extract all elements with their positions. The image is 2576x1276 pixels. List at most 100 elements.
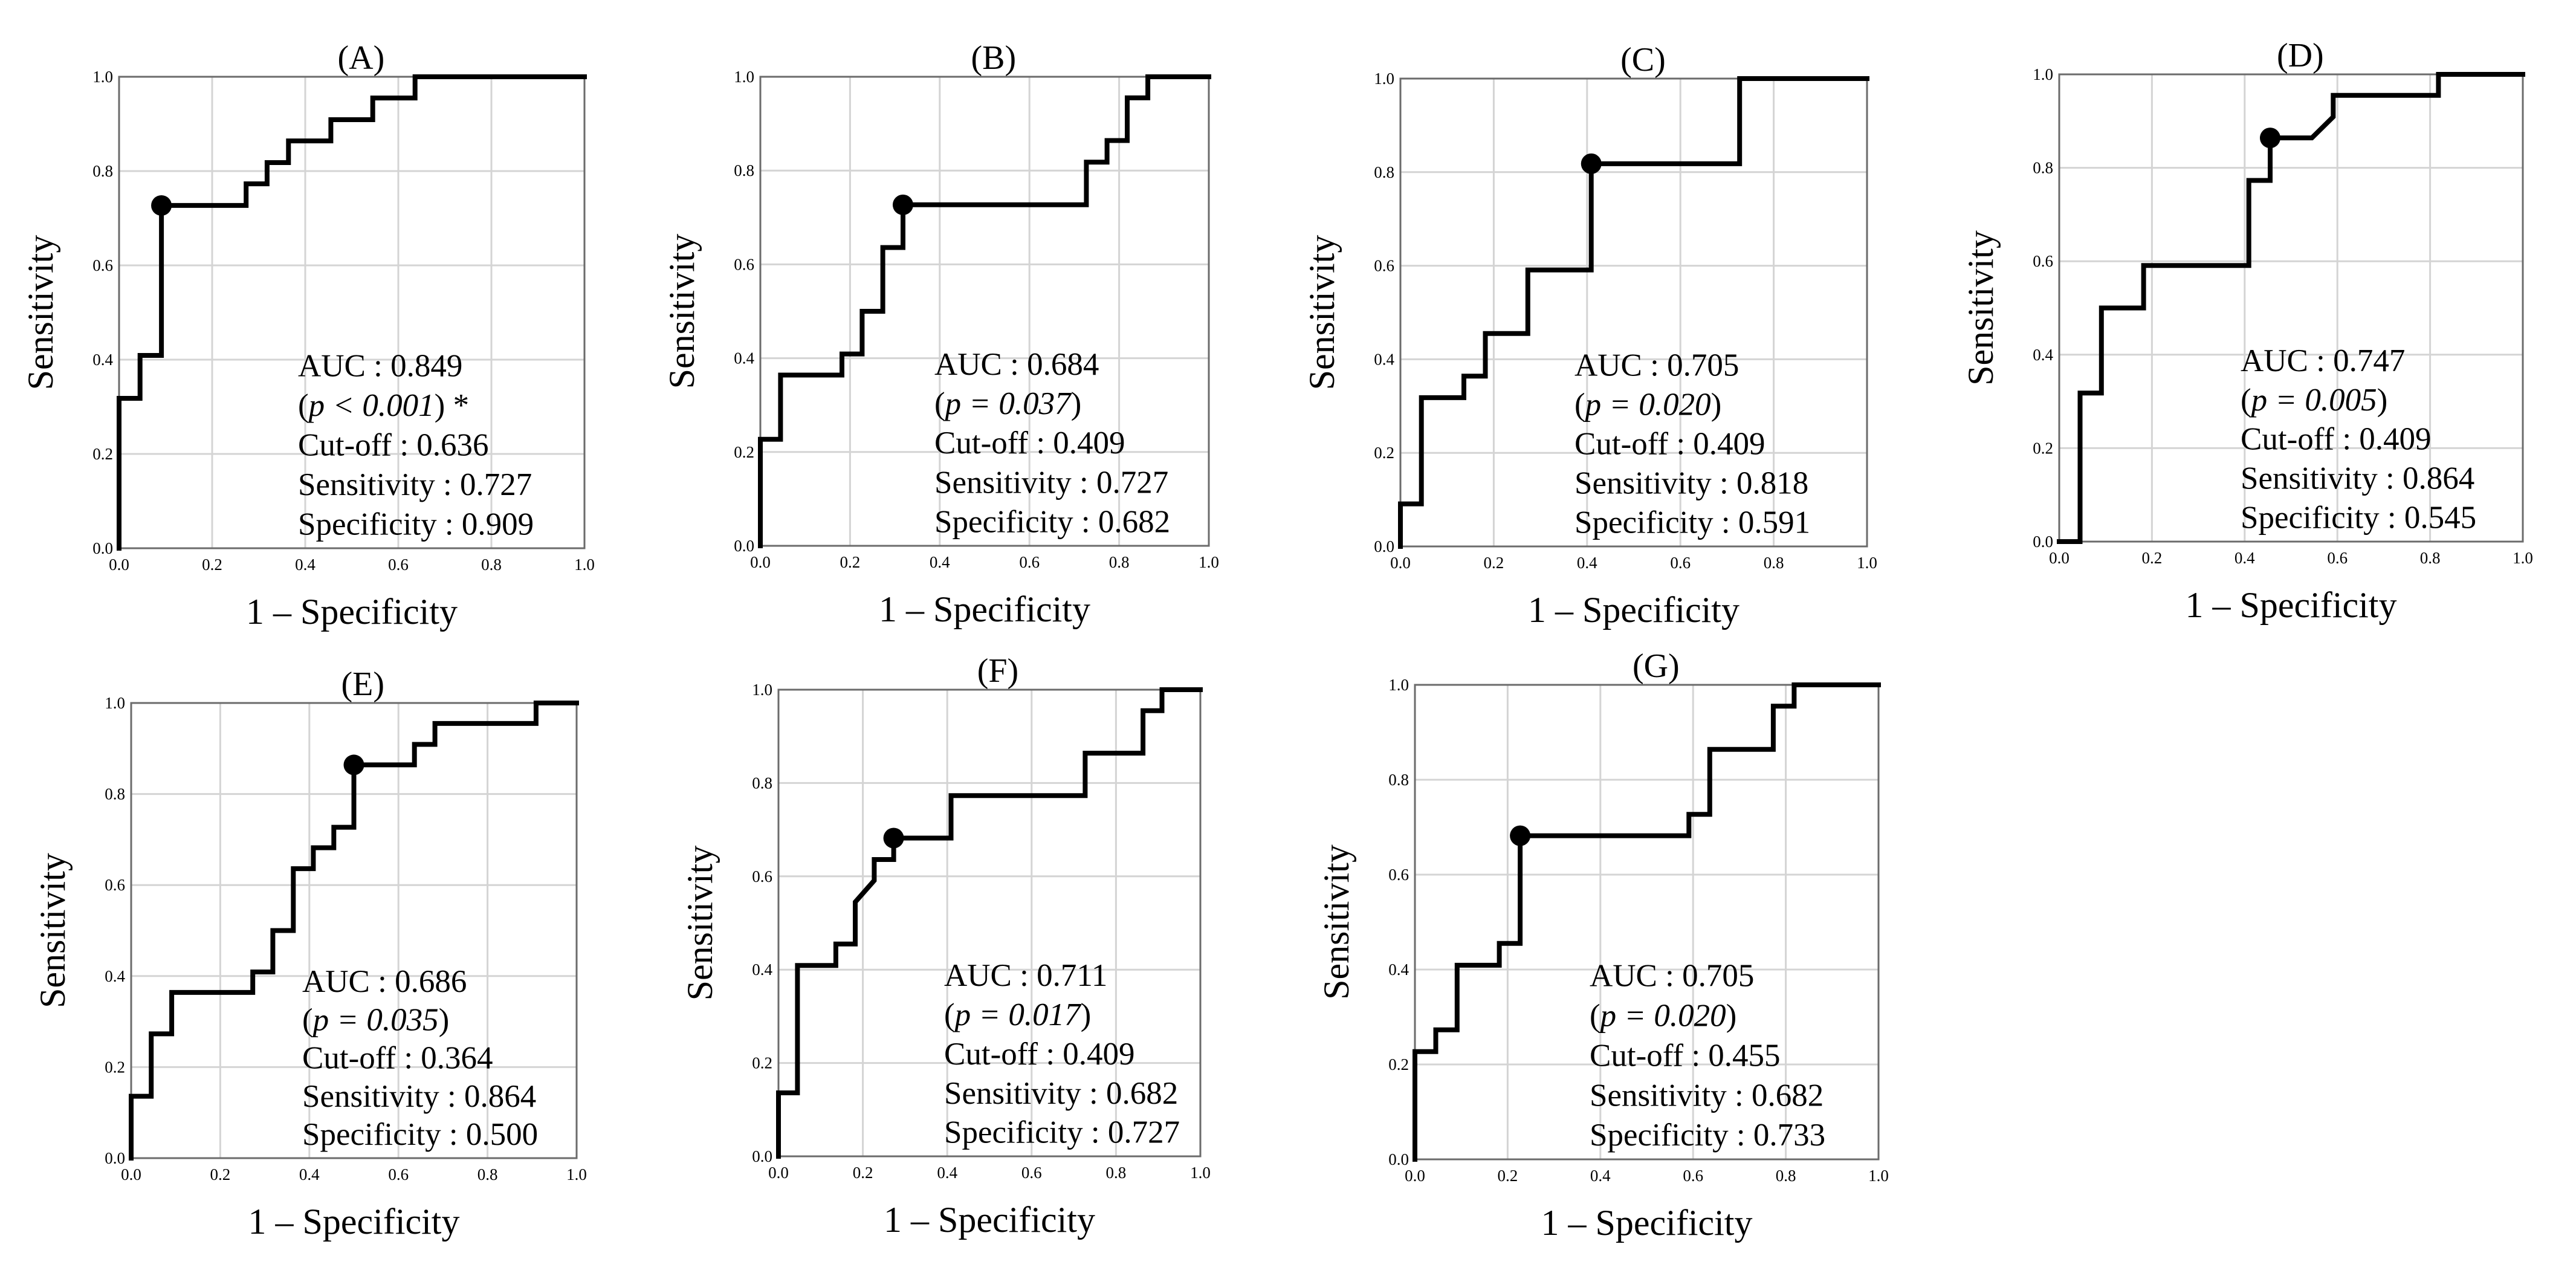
p-close-paren: ) <box>439 1002 450 1037</box>
p-open-paren: ( <box>302 1002 313 1037</box>
roc-panel-c: 0.0 0.2 0.4 0.6 0.8 1.0 0.0 0.2 0.4 0.6 0.8 1.0 (C) 1… <box>1302 41 1877 630</box>
y-tick-label: 1.0 <box>105 694 125 712</box>
stat-sensitivity: Sensitivity : 0.682 <box>944 1076 1178 1111</box>
p-value: p = 0.020 <box>1583 387 1711 423</box>
x-tick-label: 0.6 <box>2327 549 2348 567</box>
x-tick-label: 0.6 <box>1021 1164 1042 1182</box>
stat-auc: AUC : 0.705 <box>1590 959 1754 994</box>
x-tick-label: 0.0 <box>768 1164 789 1182</box>
y-tick-label: 0.2 <box>2033 439 2053 457</box>
x-tick-label: 1.0 <box>566 1165 587 1184</box>
stat-specificity: Specificity : 0.909 <box>298 507 534 542</box>
y-tick-label: 0.8 <box>2033 159 2053 177</box>
stat-p-value-line: (p = 0.020) <box>1574 387 1721 423</box>
x-tick-label: 0.6 <box>1683 1167 1703 1185</box>
y-axis-label: Sensitivity <box>662 234 702 389</box>
roc-panel-b: 0.0 0.2 0.4 0.6 0.8 1.0 0.0 0.2 0.4 0.6 0.8 1.0 (B) 1… <box>662 39 1219 629</box>
stat-specificity: Specificity : 0.591 <box>1574 505 1810 540</box>
x-tick-label: 1.0 <box>1857 554 1877 572</box>
y-tick-label: 0.4 <box>1374 350 1394 368</box>
cutoff-point-marker <box>1581 153 1602 174</box>
roc-curve <box>1398 76 1869 549</box>
roc-curve <box>776 687 1203 1159</box>
plot-frame <box>759 76 1210 547</box>
x-tick-label: 0.8 <box>1109 553 1130 571</box>
x-tick-label: 0.4 <box>299 1165 320 1184</box>
y-tick-label: 0.4 <box>2033 346 2053 364</box>
y-tick-label: 1.0 <box>92 68 113 86</box>
y-tick-label: 0.0 <box>92 539 113 557</box>
y-tick-label: 0.6 <box>92 256 113 274</box>
y-axis-label: Sensitivity <box>1316 844 1356 1000</box>
p-value: p = 0.035 <box>311 1002 439 1037</box>
y-tick-label: 0.2 <box>734 443 754 461</box>
roc-panel-e: 0.0 0.2 0.4 0.6 0.8 1.0 0.0 0.2 0.4 0.6 0.8 1.0 (E) 1… <box>33 666 587 1242</box>
x-tick-label: 0.4 <box>937 1164 957 1182</box>
stat-sensitivity: Sensitivity : 0.864 <box>2241 461 2474 496</box>
roc-panel-a: 0.0 0.2 0.4 0.6 0.8 1.0 0.0 0.2 0.4 0.6 0.8 1.0 (A) 1… <box>21 39 595 632</box>
stat-cutoff: Cut-off : 0.636 <box>298 427 489 462</box>
x-tick-label: 0.0 <box>1405 1167 1425 1185</box>
y-tick-label: 0.6 <box>734 255 754 273</box>
y-tick-label: 0.6 <box>2033 252 2053 270</box>
y-tick-label: 0.2 <box>105 1058 125 1076</box>
y-tick-label: 0.8 <box>1388 771 1409 789</box>
x-tick-label: 0.0 <box>1390 554 1411 572</box>
plot-frame <box>118 76 586 549</box>
y-tick-label: 0.0 <box>1374 537 1394 555</box>
cutoff-point-marker <box>1510 825 1531 846</box>
cutoff-point-marker <box>151 195 172 216</box>
cutoff-point-marker <box>892 194 913 215</box>
plot-frame <box>1414 684 1880 1161</box>
y-tick-label: 0.6 <box>1388 866 1409 884</box>
stat-cutoff: Cut-off : 0.364 <box>302 1041 493 1076</box>
y-tick-label: 0.4 <box>752 960 772 979</box>
y-tick-label: 1.0 <box>1388 676 1409 694</box>
stat-specificity: Specificity : 0.545 <box>2241 500 2476 536</box>
panel-label: (E) <box>341 666 384 703</box>
panel-label: (F) <box>977 652 1018 690</box>
panel-label: (D) <box>2277 37 2324 74</box>
stat-sensitivity: Sensitivity : 0.682 <box>1590 1078 1824 1113</box>
y-axis-label: Sensitivity <box>1961 230 2001 386</box>
y-tick-label: 0.0 <box>105 1149 125 1167</box>
stat-specificity: Specificity : 0.733 <box>1590 1118 1825 1153</box>
x-tick-label: 0.8 <box>481 555 502 574</box>
x-tick-label: 1.0 <box>574 555 595 574</box>
x-tick-label: 0.8 <box>1776 1167 1796 1185</box>
stat-auc: AUC : 0.705 <box>1574 348 1739 383</box>
stat-specificity: Specificity : 0.682 <box>934 505 1170 540</box>
stat-p-value-line: (p = 0.020) <box>1590 998 1736 1033</box>
plot-frame <box>2058 73 2524 543</box>
stat-auc: AUC : 0.711 <box>944 958 1107 993</box>
p-close-paren: ) <box>1081 997 1092 1032</box>
y-tick-label: 1.0 <box>734 68 754 86</box>
p-open-paren: ( <box>2241 383 2251 418</box>
y-tick-label: 0.8 <box>105 785 125 803</box>
p-close-paren: ) <box>2377 383 2388 418</box>
x-tick-label: 0.8 <box>1106 1164 1127 1182</box>
x-tick-label: 0.4 <box>295 555 316 574</box>
stat-cutoff: Cut-off : 0.409 <box>1574 427 1765 462</box>
x-axis-label: 1 – Specificity <box>879 589 1090 629</box>
x-tick-label: 0.2 <box>202 555 222 574</box>
roc-curve <box>129 701 579 1161</box>
cutoff-point-marker <box>2259 128 2280 149</box>
x-tick-label: 0.2 <box>840 553 861 571</box>
y-tick-label: 0.8 <box>92 162 113 180</box>
x-tick-label: 1.0 <box>2513 549 2533 567</box>
y-tick-label: 0.8 <box>752 774 772 792</box>
panel-label: (A) <box>338 39 385 77</box>
y-tick-label: 1.0 <box>752 681 772 699</box>
y-tick-label: 0.2 <box>1388 1055 1409 1074</box>
x-tick-label: 0.6 <box>388 555 409 574</box>
p-close-paren: ) <box>1071 386 1082 421</box>
p-value: p = 0.037 <box>943 386 1073 421</box>
stat-auc: AUC : 0.747 <box>2241 343 2405 378</box>
roc-curve <box>758 74 1211 548</box>
y-tick-label: 0.2 <box>752 1054 772 1072</box>
y-tick-label: 0.2 <box>92 445 113 463</box>
x-tick-label: 0.4 <box>1590 1167 1611 1185</box>
x-tick-label: 1.0 <box>1868 1167 1889 1185</box>
y-tick-label: 0.0 <box>1388 1150 1409 1168</box>
